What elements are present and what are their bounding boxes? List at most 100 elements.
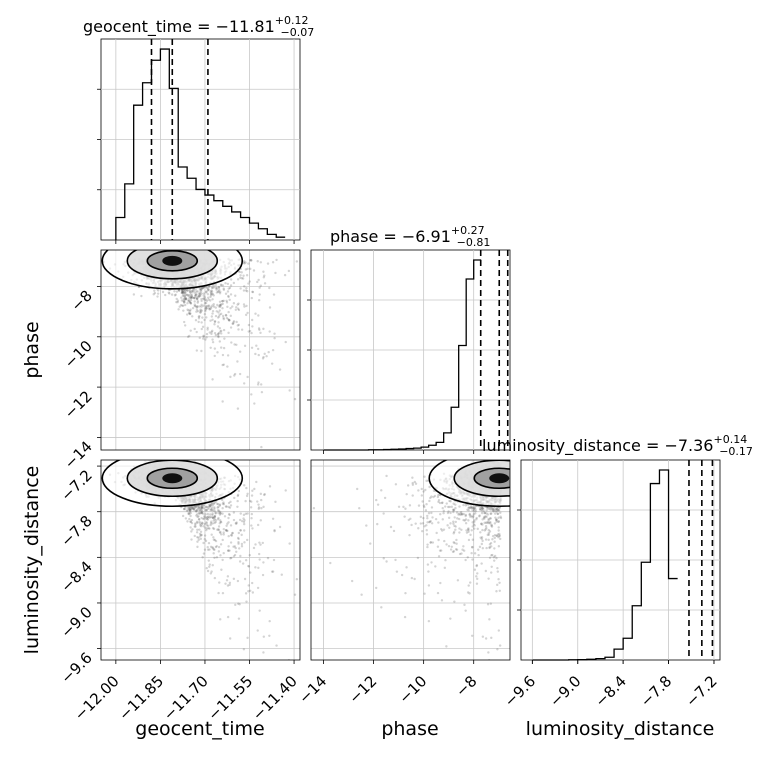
sample-point [156, 295, 158, 297]
sample-point [284, 274, 286, 276]
sample-point [253, 547, 255, 549]
sample-point [219, 531, 221, 533]
sample-point [244, 345, 246, 347]
sample-point [221, 400, 223, 402]
sample-point [198, 316, 200, 318]
sample-point [256, 281, 258, 283]
sample-point [204, 299, 206, 301]
sample-point [243, 303, 245, 305]
sample-point [196, 541, 198, 543]
hist-panel-geocent_time [97, 39, 300, 244]
sample-point [235, 321, 237, 323]
sample-point [217, 336, 219, 338]
sample-point [247, 262, 249, 264]
contour-level-3 [162, 256, 182, 266]
sample-point [275, 644, 277, 646]
sample-point [207, 506, 209, 508]
sample-point [194, 522, 196, 524]
sample-point [243, 382, 245, 384]
sample-point [462, 504, 464, 506]
sample-point [268, 287, 270, 289]
sample-point [476, 578, 478, 580]
sample-point [178, 290, 180, 292]
sample-point [272, 349, 274, 351]
sample-point [243, 285, 245, 287]
sample-point [260, 493, 262, 495]
sample-point [200, 531, 202, 533]
sample-point [174, 294, 176, 296]
sample-point [240, 534, 242, 536]
sample-point [222, 592, 224, 594]
sample-point [262, 328, 264, 330]
sample-point [216, 556, 218, 558]
sample-point [208, 542, 210, 544]
sample-point [219, 301, 221, 303]
sample-point [250, 393, 252, 395]
sample-point [228, 584, 230, 586]
sample-point [196, 536, 198, 538]
sample-point [227, 506, 229, 508]
sample-point [254, 353, 256, 355]
sample-point [205, 509, 207, 511]
sample-point [273, 337, 275, 339]
sample-point [251, 325, 253, 327]
sample-point [274, 272, 276, 274]
sample-point [210, 509, 212, 511]
sample-point [246, 290, 248, 292]
sample-point [239, 560, 241, 562]
sample-point [426, 517, 428, 519]
sample-point [241, 543, 243, 545]
sample-point [261, 664, 263, 666]
sample-point [231, 532, 233, 534]
scatter-points-geocent_time-phase [103, 258, 340, 474]
sample-point [257, 260, 259, 262]
sample-point [271, 362, 273, 364]
sample-point [200, 305, 202, 307]
sample-point [237, 407, 239, 409]
sample-point [213, 506, 215, 508]
sample-point [221, 307, 223, 309]
sample-point [202, 542, 204, 544]
sample-point [209, 331, 211, 333]
sample-point [267, 351, 269, 353]
sample-point [165, 458, 167, 460]
sample-point [230, 293, 232, 295]
sample-point [191, 522, 193, 524]
sample-point [246, 493, 248, 495]
sample-point [210, 306, 212, 308]
sample-point [216, 351, 218, 353]
sample-point [254, 543, 256, 545]
sample-point [211, 338, 213, 340]
sample-point [269, 306, 271, 308]
sample-point [273, 559, 275, 561]
sample-point [211, 293, 213, 295]
sample-point [260, 446, 262, 448]
sample-point [471, 635, 473, 637]
sample-point [168, 291, 170, 293]
sample-point [246, 268, 248, 270]
sample-point [179, 306, 181, 308]
sample-point [251, 319, 253, 321]
sample-point [263, 274, 265, 276]
sample-point [198, 507, 200, 509]
xlabel-geocent-time: geocent_time [135, 718, 264, 740]
sample-point [234, 604, 236, 606]
hist-bars-phase [324, 260, 482, 450]
sample-point [337, 751, 339, 753]
sample-point [496, 648, 498, 650]
sample-point [181, 304, 183, 306]
sample-point [284, 743, 286, 745]
sample-point [226, 579, 228, 581]
sample-point [182, 309, 184, 311]
sample-point [262, 561, 264, 563]
sample-point [194, 535, 196, 537]
sample-point [219, 327, 221, 329]
sample-point [365, 524, 367, 526]
sample-point [296, 260, 298, 262]
sample-point [243, 484, 245, 486]
sample-point [207, 293, 209, 295]
xlabel-phase: phase [381, 718, 438, 740]
sample-point [257, 279, 259, 281]
sample-point [451, 546, 453, 548]
